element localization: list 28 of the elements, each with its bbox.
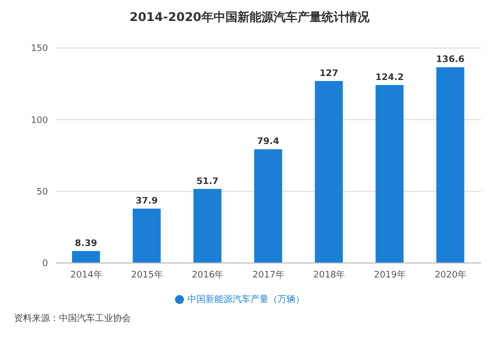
y-tick-label: 100 bbox=[30, 116, 48, 126]
data-label: 8.39 bbox=[74, 238, 98, 249]
x-tick-label: 2019年 bbox=[374, 269, 406, 280]
x-tick-label: 2020年 bbox=[434, 269, 467, 280]
bar bbox=[436, 67, 464, 263]
bar bbox=[132, 208, 161, 263]
x-tick-label: 2016年 bbox=[192, 269, 224, 280]
data-label: 51.7 bbox=[196, 176, 219, 187]
bar bbox=[376, 84, 404, 263]
bar bbox=[72, 250, 100, 263]
x-tick-label: 2014年 bbox=[70, 269, 102, 280]
bar bbox=[314, 80, 343, 263]
x-tick-label: 2017年 bbox=[252, 269, 284, 280]
legend-label: 中国新能源汽车产量（万辆） bbox=[188, 295, 304, 305]
bar bbox=[254, 149, 282, 263]
x-tick-label: 2018年 bbox=[313, 269, 346, 280]
text: 资料来源：中国汽车工业协会 bbox=[13, 312, 132, 325]
data-label: 37.9 bbox=[136, 196, 158, 207]
y-tick-label: 50 bbox=[36, 188, 48, 198]
data-label: 136.6 bbox=[436, 55, 465, 66]
data-label: 124.2 bbox=[375, 72, 404, 83]
y-tick-label: 150 bbox=[30, 44, 48, 54]
data-label: 79.4 bbox=[257, 137, 280, 148]
bar bbox=[193, 188, 222, 263]
data-label: 127 bbox=[319, 68, 338, 79]
chart-title: 2014-2020年中国新能源汽车产量统计情况 bbox=[128, 9, 370, 26]
y-tick-label: 0 bbox=[42, 259, 48, 270]
x-tick-label: 2015年 bbox=[131, 269, 164, 280]
